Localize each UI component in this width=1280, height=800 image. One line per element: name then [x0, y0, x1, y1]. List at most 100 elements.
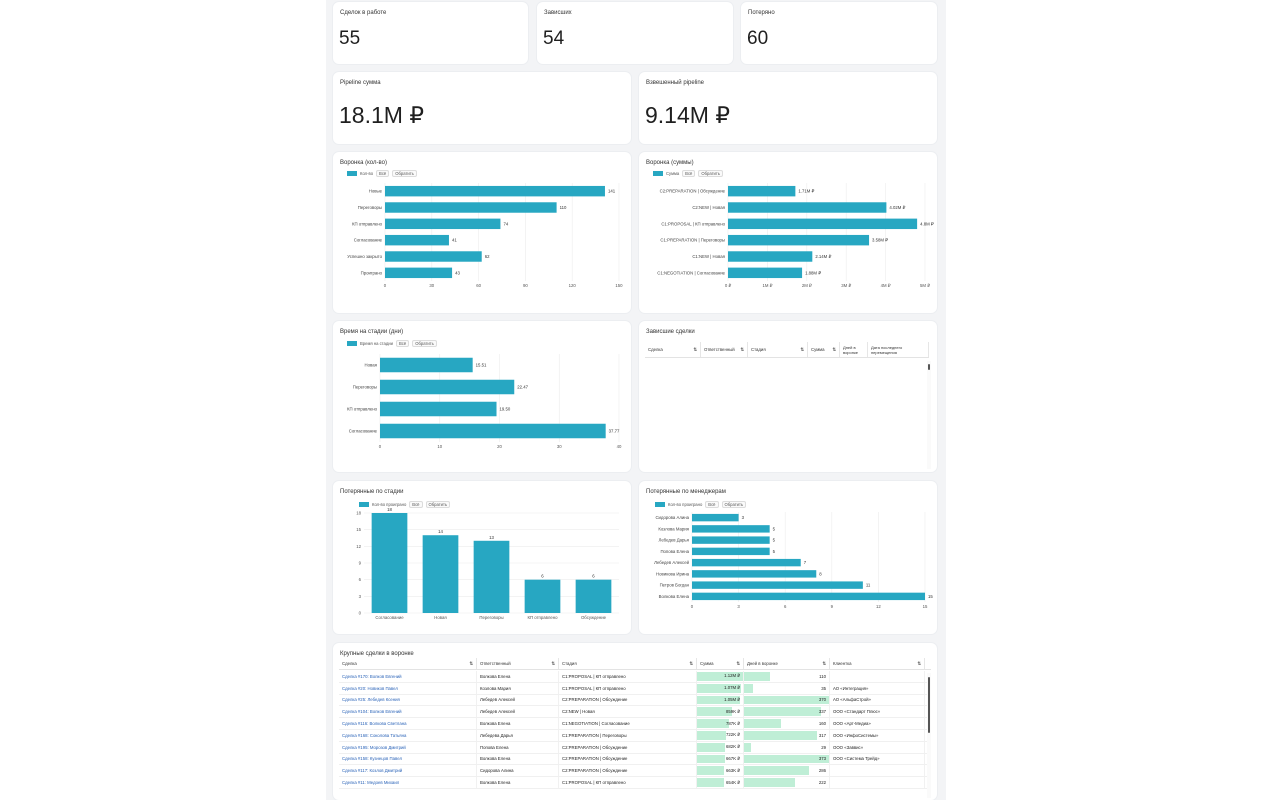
- x-tick-label: 3: [737, 604, 740, 609]
- deal-link-cell[interactable]: Сделка #195: Морозов Дмитрий: [339, 741, 477, 753]
- legend-all-button[interactable]: Всё: [682, 170, 696, 177]
- legend-all-button[interactable]: Всё: [409, 501, 423, 508]
- table-row[interactable]: Сделка #11: Медоев Михаил Волкова Елена C1…: [339, 777, 927, 789]
- column-header-stage[interactable]: Стадия ⇅: [559, 658, 697, 669]
- chart-title: Время на стадии (дни): [340, 329, 404, 335]
- sum-cell: 1.07M ₽: [697, 682, 744, 694]
- column-header-owner[interactable]: Ответственный ⇅: [701, 342, 748, 357]
- funnel-sum-chart: 0 ₽ 1M ₽ 2M ₽ 3M ₽ 4M ₽ 5M ₽ C2:PREPARATION | …: [657, 183, 934, 288]
- legend-invert-button[interactable]: Обратить: [412, 340, 437, 347]
- y-category-label: Переговоры: [358, 205, 382, 210]
- days-cell: 373: [744, 753, 830, 765]
- bar-value-label: 4.02M ₽: [889, 205, 905, 210]
- deal-link-cell[interactable]: Сделка #25: Лебедев Ксения: [339, 694, 477, 706]
- cell-databar: [744, 778, 795, 787]
- x-tick-label: 30: [429, 283, 434, 288]
- lost-by-managers-card: Потерянные по менеджерам Кол-во проигран…: [639, 481, 937, 634]
- bar: [473, 540, 510, 613]
- legend-all-button[interactable]: Всё: [705, 501, 719, 508]
- table-row[interactable]: Сделка #195: Морозов Дмитрий Попова Елена…: [339, 741, 927, 754]
- column-header-client[interactable]: Клиентка ⇅: [830, 658, 925, 669]
- scrollbar-thumb[interactable]: [928, 677, 930, 733]
- bar: [385, 234, 449, 246]
- x-tick-label: 0 ₽: [725, 283, 732, 288]
- column-header-sum[interactable]: Сумма ⇅: [697, 658, 744, 669]
- x-tick-label: 150: [615, 283, 623, 288]
- x-tick-label: 0: [691, 604, 694, 609]
- chart-legend: Время на стадии Всё Обратить: [347, 340, 437, 347]
- column-header-days[interactable]: Дней в воронке: [840, 342, 868, 357]
- owner-cell: Лебедев Алексей: [477, 694, 559, 706]
- legend-label: Кол-во проиграно: [668, 502, 703, 507]
- bar: [728, 234, 870, 246]
- sum-cell: 859K ₽: [697, 706, 744, 718]
- bar: [728, 251, 813, 262]
- y-category-label: C1:NEGOTIATION | Согласование: [657, 270, 725, 275]
- chart-legend: Кол-во проиграно Всё Обратить: [655, 501, 747, 508]
- y-category-label: Волкова Елена: [659, 594, 690, 599]
- cell-databar: [697, 778, 724, 787]
- deal-link-cell[interactable]: Сделка #117: Козлов Дмитрий: [339, 765, 477, 777]
- stage-cell: C1:NEGOTIATION | Согласование: [559, 718, 697, 729]
- y-category-label: Переговоры: [353, 385, 377, 390]
- table-row[interactable]: Сделка #158: Кузнецов Павел Волкова Елена…: [339, 753, 927, 766]
- metric-value: 54: [543, 28, 565, 49]
- legend-all-button[interactable]: Всё: [395, 340, 410, 347]
- stuck-deals-scrollbar[interactable]: [927, 361, 931, 469]
- big-deals-scrollbar[interactable]: [927, 673, 931, 798]
- column-header-stage[interactable]: Стадия ⇅: [748, 342, 808, 357]
- chart-title: Воронка (суммы): [646, 160, 694, 166]
- column-header-sum[interactable]: Сумма ⇅: [808, 342, 840, 357]
- stuck-deals-header: Сделка ⇅ Ответственный ⇅ Стадия ⇅ Сумма ⇅ Дн…: [645, 342, 929, 358]
- owner-cell: Попова Елена: [477, 741, 559, 753]
- table-row[interactable]: Сделка #170: Волков Евгений Волкова Елена…: [339, 671, 927, 683]
- y-category-label: Новикова Ирина: [656, 571, 690, 576]
- column-header-deal[interactable]: Сделка ⇅: [339, 658, 477, 669]
- deal-link-cell[interactable]: Сделка #104: Волков Евгений: [339, 706, 477, 718]
- cell-databar: [744, 766, 810, 776]
- column-header-owner[interactable]: Ответственный ⇅: [477, 658, 559, 669]
- table-row[interactable]: Сделка #117: Козлов Дмитрий Сидорова Алин…: [339, 765, 927, 778]
- table-row[interactable]: Сделка #25: Лебедев Ксения Лебедев Алексе…: [339, 694, 927, 707]
- bar-value-label: 1.88M ₽: [805, 270, 821, 275]
- legend-swatch[interactable]: [347, 171, 357, 176]
- column-header-deal[interactable]: Сделка ⇅: [645, 342, 701, 357]
- deal-link-cell[interactable]: Сделка #170: Волков Евгений: [339, 671, 477, 682]
- x-tick-label: 120: [569, 283, 577, 288]
- deal-link-cell[interactable]: Сделка #116: Волкова Светлана: [339, 718, 477, 729]
- legend-invert-button[interactable]: Обратить: [721, 501, 747, 508]
- client-cell: ООО «ИнфоСистемы»: [830, 730, 925, 741]
- deal-link-cell[interactable]: Сделка #20: Новиков Павел: [339, 682, 477, 694]
- table-title: Крупные сделки в воронке: [340, 651, 414, 657]
- legend-invert-button[interactable]: Обратить: [425, 501, 451, 508]
- table-row[interactable]: Сделка #168: Соколова Татьяна Лебедева Да…: [339, 730, 927, 742]
- legend-swatch[interactable]: [359, 502, 369, 507]
- legend-swatch[interactable]: [653, 171, 663, 176]
- stage-time-chart: 0 10 20 30 40 Новая 15.51 Переговоры 22.47 КП отп…: [347, 354, 622, 449]
- legend-invert-button[interactable]: Обратить: [392, 170, 417, 177]
- scrollbar-thumb[interactable]: [928, 364, 930, 370]
- deal-link-cell[interactable]: Сделка #11: Медоев Михаил: [339, 777, 477, 788]
- client-cell: ООО «Система Трейд»: [830, 753, 925, 765]
- column-header-days[interactable]: Дней в воронке ⇅: [744, 658, 830, 669]
- deal-link-cell[interactable]: Сделка #158: Кузнецов Павел: [339, 753, 477, 765]
- y-category-label: Лебедев Дарья: [659, 538, 690, 543]
- bar-value-label: 15.51: [476, 363, 487, 368]
- cell-databar: [697, 766, 725, 776]
- bar: [692, 581, 863, 589]
- x-category-label: Согласование: [375, 615, 404, 620]
- legend-swatch[interactable]: [347, 341, 357, 346]
- bar: [692, 547, 770, 556]
- column-header-last-move[interactable]: Дата последнего перемещения: [868, 342, 929, 357]
- bar-value-label: 3.58M ₽: [872, 238, 888, 243]
- bar-value-label: 19.50: [500, 407, 511, 412]
- bar: [728, 267, 803, 279]
- legend-swatch[interactable]: [655, 502, 665, 507]
- table-row[interactable]: Сделка #104: Волков Евгений Лебедев Алекс…: [339, 706, 927, 719]
- legend-all-button[interactable]: Всё: [376, 170, 390, 177]
- table-row[interactable]: Сделка #116: Волкова Светлана Волкова Еле…: [339, 718, 927, 730]
- bar: [385, 267, 453, 279]
- legend-invert-button[interactable]: Обратить: [698, 170, 723, 177]
- deal-link-cell[interactable]: Сделка #168: Соколова Татьяна: [339, 730, 477, 741]
- table-row[interactable]: Сделка #20: Новиков Павел Козлова Мария C1…: [339, 682, 927, 695]
